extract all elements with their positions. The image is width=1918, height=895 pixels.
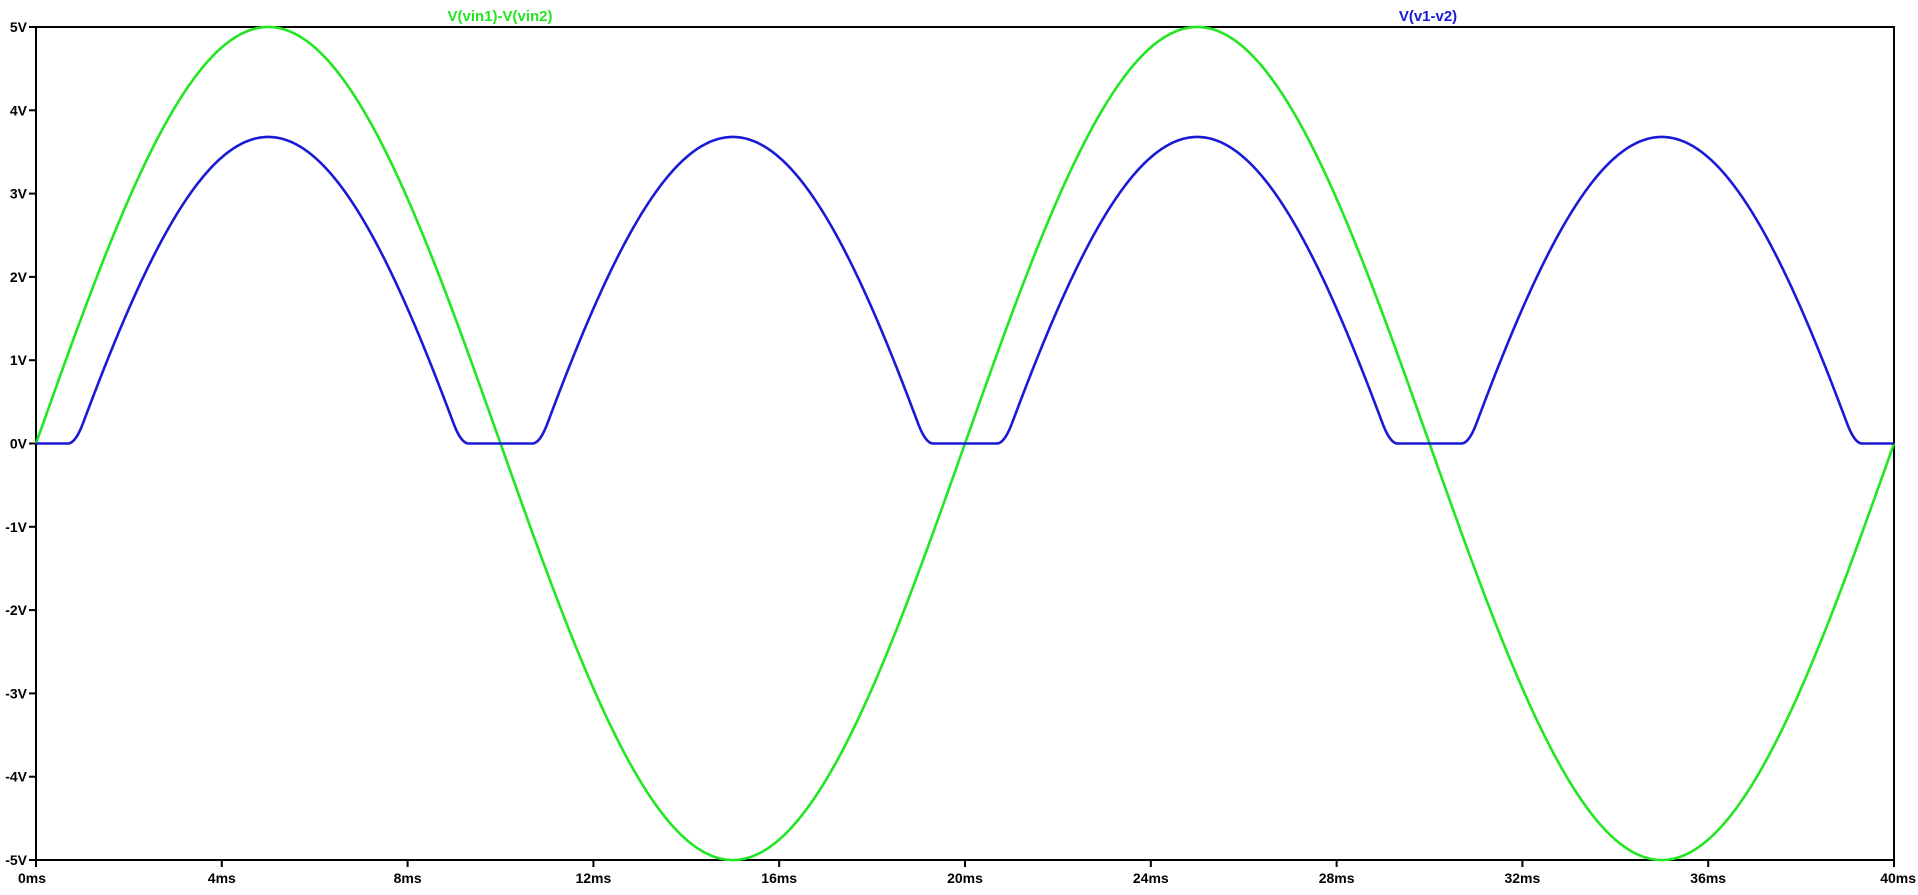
series-group — [34, 25, 1896, 862]
y-tick-label: -1V — [5, 519, 27, 535]
legend-label-vin[interactable]: V(vin1)-V(vin2) — [447, 8, 552, 25]
y-tick-label: 5V — [10, 19, 28, 35]
x-tick-label: 20ms — [947, 870, 983, 886]
x-tick-label: 40ms — [1880, 870, 1916, 886]
y-tick-label: -2V — [5, 602, 27, 618]
legend-label-vout[interactable]: V(v1-v2) — [1399, 8, 1457, 25]
x-tick-label: 28ms — [1319, 870, 1355, 886]
y-tick-label: -4V — [5, 769, 27, 785]
x-tick-label: 16ms — [761, 870, 797, 886]
y-tick-label: 4V — [10, 102, 28, 118]
x-axis: 0ms 4ms 8ms 12ms 16ms 20ms 24ms 28ms 32ms 36ms 40m… — [18, 860, 1916, 886]
legend: V(vin1)-V(vin2) V(v1-v2) — [447, 8, 1457, 25]
y-axis: 5V 4V 3V 2V 1V 0V -1V -2V -3V -4V -5V — [5, 19, 36, 868]
x-tick-label: 36ms — [1690, 870, 1726, 886]
x-tick-label: 4ms — [208, 870, 236, 886]
y-tick-label: 1V — [10, 352, 28, 368]
x-tick-label: 0ms — [18, 870, 46, 886]
y-tick-label: 3V — [10, 186, 28, 202]
y-tick-label: -5V — [5, 852, 27, 868]
y-tick-label: 2V — [10, 269, 28, 285]
x-tick-label: 8ms — [394, 870, 422, 886]
y-tick-label: 0V — [10, 436, 28, 452]
series-line-vout — [36, 135, 1894, 445]
x-tick-label: 12ms — [575, 870, 611, 886]
y-tick-label: -3V — [5, 685, 27, 701]
x-tick-label: 32ms — [1504, 870, 1540, 886]
x-tick-label: 24ms — [1133, 870, 1169, 886]
